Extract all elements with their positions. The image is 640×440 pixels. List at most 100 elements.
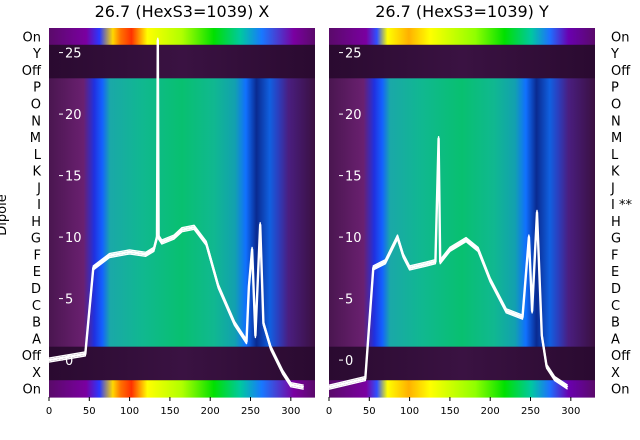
x-tick-label: 100 [400, 406, 419, 417]
overlay-tick-label: 25 [345, 47, 362, 62]
row-label: N [611, 114, 621, 129]
row-label: H [611, 215, 621, 230]
x-tick-label: 50 [83, 406, 96, 417]
heatmap-band-12 [329, 212, 595, 230]
x-tick-label: 0 [326, 406, 332, 417]
heatmap-band-6 [329, 111, 595, 130]
heatmap-band-16 [49, 279, 315, 297]
x-tick-label: 50 [363, 406, 376, 417]
heatmap-band-20 [329, 346, 595, 365]
chart-title: 26.7 (HexS3=1039) X [95, 2, 270, 21]
heatmap-band-8 [329, 145, 595, 163]
heatmap-band-11 [329, 195, 595, 214]
row-label: J [610, 181, 615, 196]
row-label: G [611, 232, 621, 247]
heatmap-band-19 [49, 329, 315, 348]
row-label: L [34, 148, 42, 163]
heatmap-band-7 [49, 128, 315, 147]
x-tick-label: 250 [521, 406, 540, 417]
x-tick-label: 150 [440, 406, 459, 417]
row-label: A [611, 332, 620, 347]
row-label: On [23, 30, 41, 45]
row-label: F [34, 248, 41, 263]
x-tick-label: 150 [160, 406, 179, 417]
x-tick-label: 200 [481, 406, 500, 417]
row-label: Off [22, 64, 42, 79]
heatmap-band-14 [329, 246, 595, 264]
row-label: L [611, 148, 619, 163]
heatmap-band-15 [329, 262, 595, 281]
row-label: P [33, 81, 41, 96]
row-label: K [611, 165, 620, 180]
row-label: X [32, 366, 41, 381]
heatmap-band-1 [329, 28, 595, 46]
row-label: D [31, 282, 41, 297]
heatmap-band-1 [49, 28, 315, 46]
row-label: A [32, 332, 41, 347]
row-label: B [611, 316, 620, 331]
row-label: J [36, 181, 41, 196]
row-label: Off [611, 349, 631, 364]
row-label: K [32, 165, 41, 180]
heatmap-band-12 [49, 212, 315, 230]
x-tick-label: 100 [120, 406, 139, 417]
row-label: D [611, 282, 621, 297]
heatmap-band-5 [49, 95, 315, 113]
heatmap-band-21 [329, 363, 595, 381]
heatmap-band-13 [49, 229, 315, 247]
heatmap-band-8 [49, 145, 315, 163]
row-label: H [31, 215, 41, 230]
heatmap-band-4 [49, 78, 315, 96]
overlay-tick-label: 10 [345, 231, 362, 246]
heatmap-band-5 [329, 95, 595, 113]
x-tick-label: 300 [561, 406, 580, 417]
row-label: P [611, 81, 619, 96]
row-label: M [30, 131, 41, 146]
heatmap-band-2 [49, 44, 315, 63]
heatmap-band-21 [49, 363, 315, 381]
row-label: Y [610, 47, 619, 62]
heatmap-band-10 [329, 178, 595, 197]
heatmap-band-16 [329, 279, 595, 297]
row-label: I ** [611, 198, 632, 213]
heatmap-band-17 [329, 296, 595, 314]
row-label: E [33, 265, 41, 280]
overlay-tick-label: 15 [345, 170, 362, 185]
heatmap-band-9 [49, 162, 315, 180]
overlay-tick-label: 25 [65, 47, 82, 62]
overlay-tick-label: 20 [345, 108, 362, 123]
heatmap-band-6 [49, 111, 315, 130]
row-label: G [31, 232, 41, 247]
x-tick-label: 250 [241, 406, 260, 417]
overlay-series-line [328, 139, 568, 390]
heatmap-band-18 [329, 313, 595, 331]
heatmap-band-10 [49, 178, 315, 197]
overlay-tick-label: 5 [345, 293, 353, 308]
row-label: Y [32, 47, 41, 62]
heatmap-band-22 [329, 380, 595, 398]
overlay-tick-label: 10 [65, 231, 82, 246]
row-label: On [611, 383, 629, 398]
row-label: C [32, 299, 41, 314]
row-label: O [31, 97, 41, 112]
row-label: Off [22, 349, 42, 364]
heatmap-band-14 [49, 246, 315, 264]
row-label: On [23, 383, 41, 398]
row-label: B [32, 316, 41, 331]
heatmap-band-2 [329, 44, 595, 63]
x-tick-label: 0 [46, 406, 52, 417]
row-label: On [611, 30, 629, 45]
heatmap-band-22 [49, 380, 315, 398]
heatmap-band-20 [49, 346, 315, 365]
chart-title: 26.7 (HexS3=1039) Y [375, 2, 549, 21]
x-tick-label: 200 [201, 406, 220, 417]
heatmap-band-3 [329, 61, 595, 79]
row-label: F [611, 248, 618, 263]
heatmap-band-7 [329, 128, 595, 147]
overlay-series-line [48, 41, 304, 390]
row-label: E [611, 265, 619, 280]
row-label: M [611, 131, 622, 146]
